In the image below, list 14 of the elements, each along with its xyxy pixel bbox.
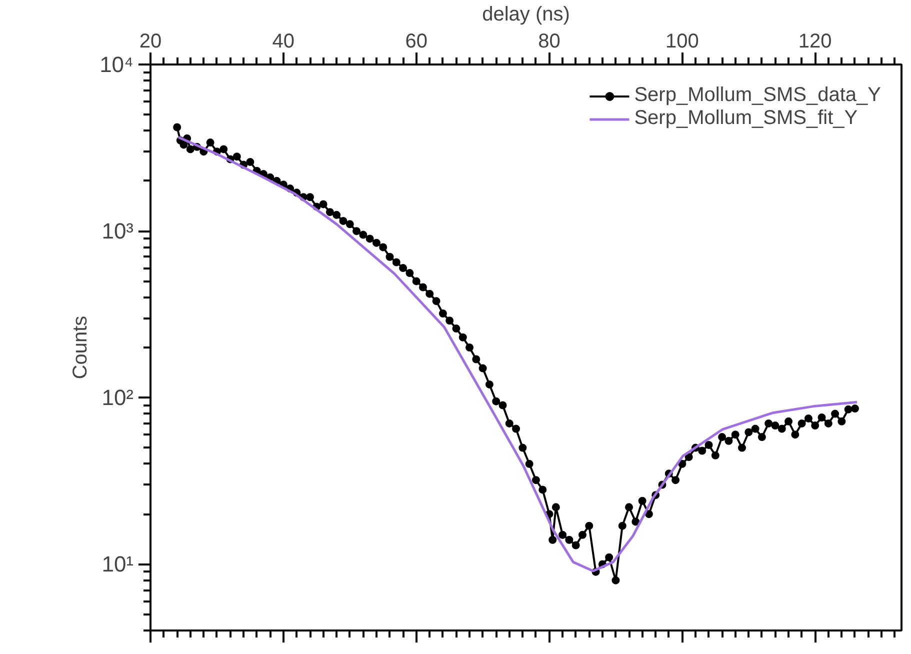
x-tick-label: 60: [405, 30, 428, 52]
x-tick-label: 120: [798, 30, 832, 52]
y-tick-label: 10³: [102, 218, 134, 244]
x-axis-title: delay (ns): [482, 4, 570, 26]
x-tick-label: 20: [139, 30, 162, 52]
y-tick-label: 10¹: [102, 552, 134, 577]
y-tick-label: 10²: [102, 385, 134, 410]
legend-label: Serp_Mollum_SMS_data_Y: [634, 84, 881, 107]
x-tick-label: 80: [538, 30, 560, 52]
x-tick-label: 100: [665, 30, 699, 52]
legend-label: Serp_Mollum_SMS_fit_Y: [634, 107, 858, 130]
y-tick-label: 10⁴: [100, 52, 134, 77]
x-tick-label: 40: [272, 30, 295, 52]
y-axis-title: Counts: [70, 316, 92, 380]
